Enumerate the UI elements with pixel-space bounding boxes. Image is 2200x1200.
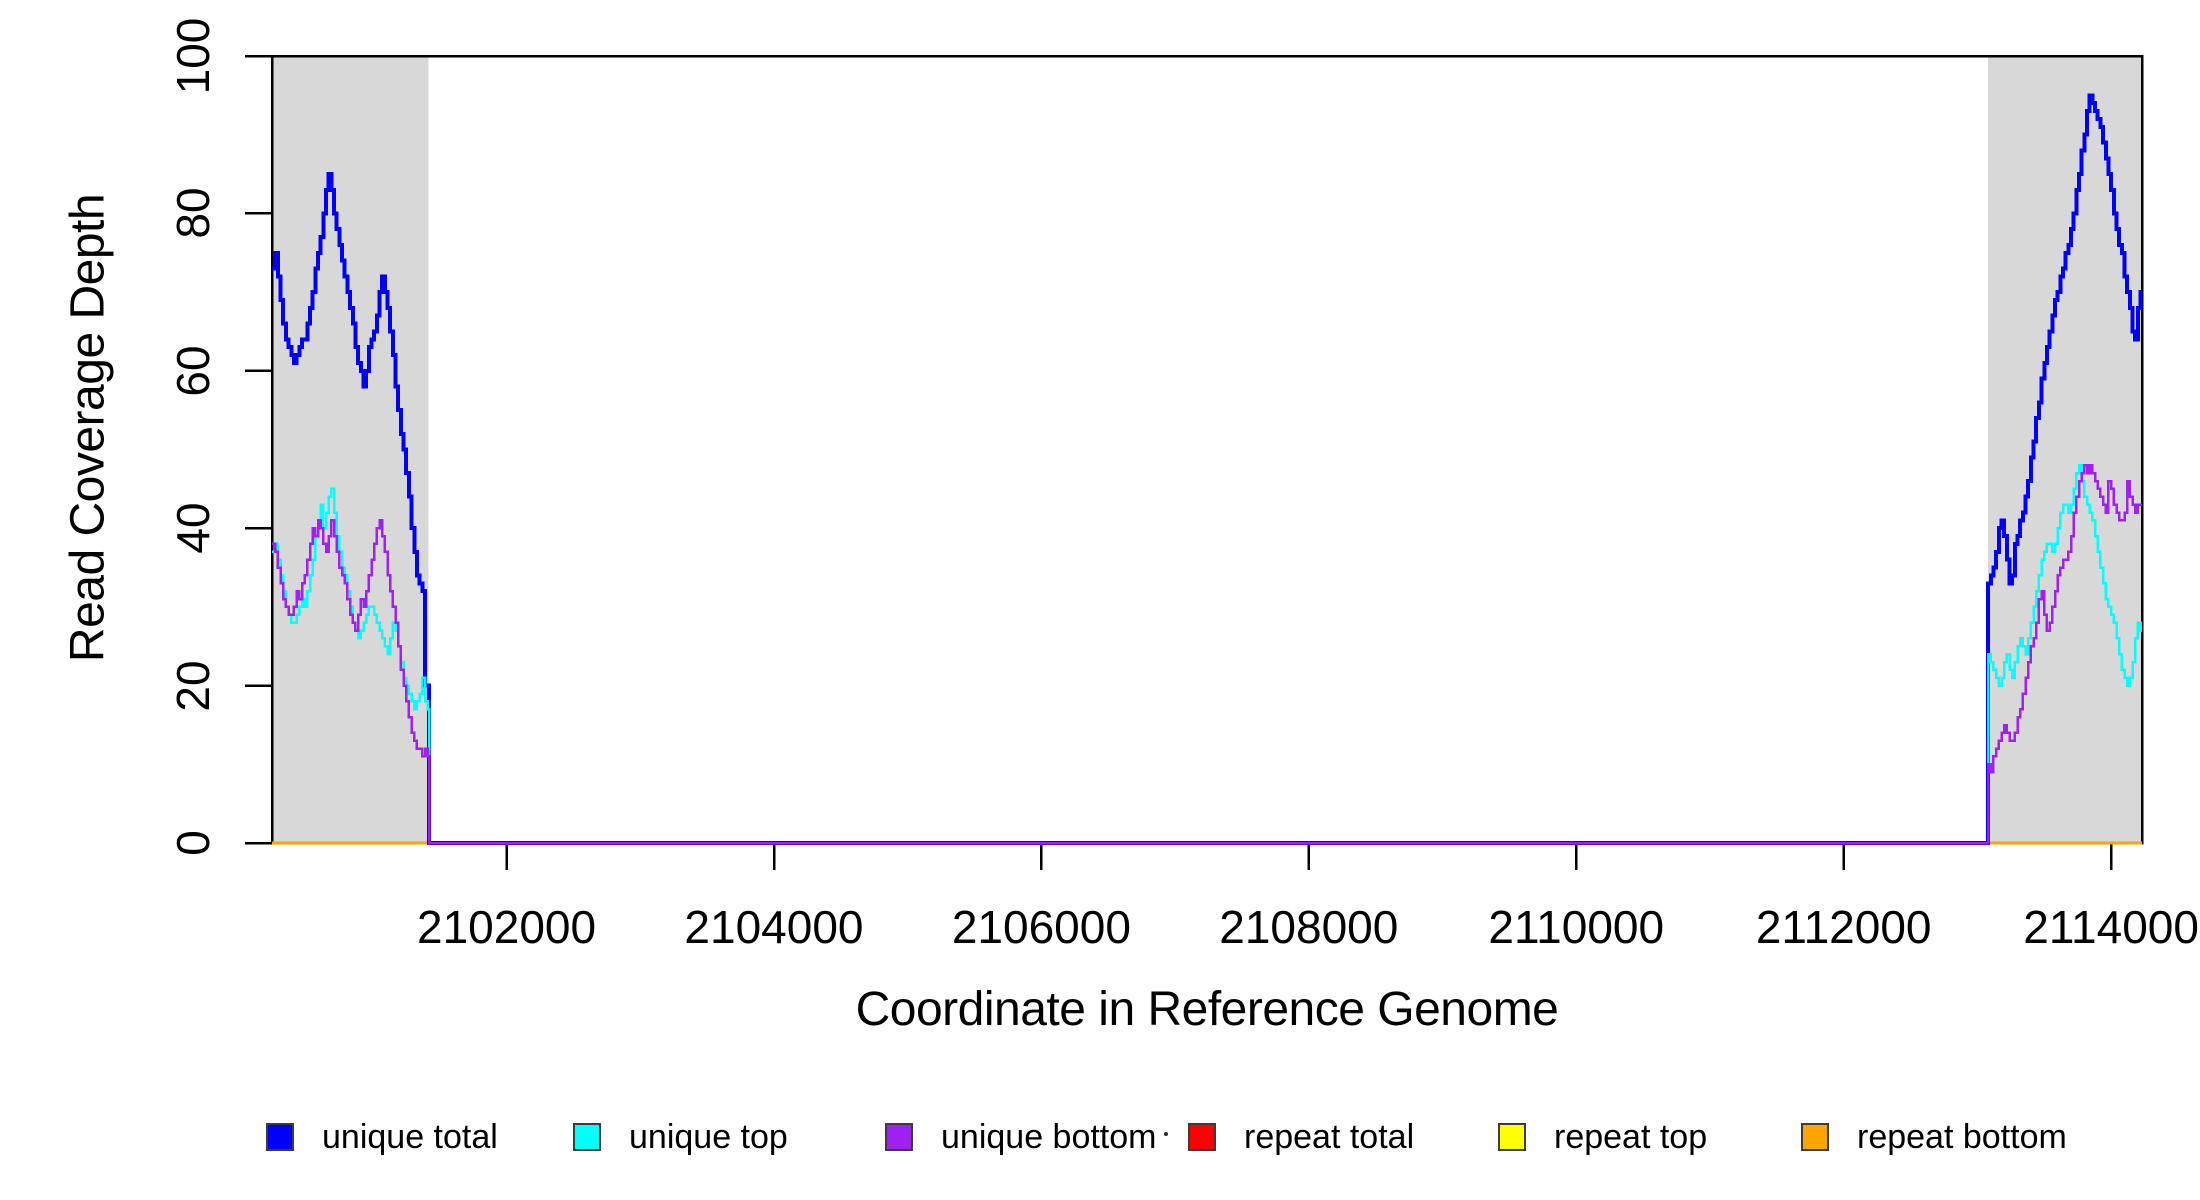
y-tick-label-4: 80 [167, 187, 219, 239]
y-tick-label-3: 60 [167, 345, 219, 397]
x-tick-label-0: 2102000 [416, 901, 597, 953]
x-tick-label-3: 2108000 [1219, 901, 1399, 953]
y-tick-label-2: 40 [167, 502, 219, 554]
stray-dot-artifact [1164, 1132, 1168, 1136]
x-tick-label-6: 2114000 [2023, 901, 2199, 953]
plot-border [270, 54, 2144, 845]
legend-swatch-repeat-bottom [1801, 1123, 1829, 1151]
legend-swatch-repeat-total [1188, 1123, 1216, 1151]
series-line-unique-bottom [272, 463, 2142, 845]
x-tick-label-5: 2112000 [1755, 901, 1932, 953]
series-line-unique-total [272, 93, 2143, 845]
legend-swatch-repeat-top [1498, 1123, 1526, 1151]
legend-item-unique-bottom: unique bottom [885, 1118, 1157, 1156]
y-axis-title: Read Coverage Depth [61, 193, 115, 663]
legend-label-unique-top: unique top [629, 1117, 788, 1156]
x-tick-label-1: 2104000 [684, 901, 864, 953]
legend-item-repeat-bottom: repeat bottom [1801, 1118, 2067, 1156]
series-line-unique-top [272, 463, 2142, 845]
legend-item-repeat-total: repeat total [1188, 1118, 1414, 1156]
x-tick-label-2: 2106000 [951, 901, 1131, 953]
legend-label-repeat-total: repeat total [1244, 1117, 1415, 1156]
highlight-region-right [1987, 56, 2142, 843]
legend-label-unique-bottom: unique bottom [941, 1117, 1157, 1156]
legend-item-unique-total: unique total [266, 1118, 498, 1156]
legend-swatch-unique-top [573, 1123, 601, 1151]
legend-label-repeat-bottom: repeat bottom [1857, 1117, 2067, 1156]
legend-item-unique-top: unique top [573, 1118, 788, 1156]
x-tick-label-4: 2110000 [1488, 901, 1665, 953]
legend-label-unique-total: unique total [322, 1117, 498, 1156]
x-axis-title: Coordinate in Reference Genome [855, 983, 1559, 1036]
legend-item-repeat-top: repeat top [1498, 1118, 1707, 1156]
legend-swatch-unique-total [266, 1123, 294, 1151]
y-tick-label-0: 0 [167, 830, 219, 856]
legend-swatch-unique-bottom [885, 1123, 913, 1151]
legend-label-repeat-top: repeat top [1554, 1117, 1708, 1156]
y-tick-label-5: 100 [167, 17, 219, 95]
y-tick-label-1: 20 [167, 660, 219, 712]
